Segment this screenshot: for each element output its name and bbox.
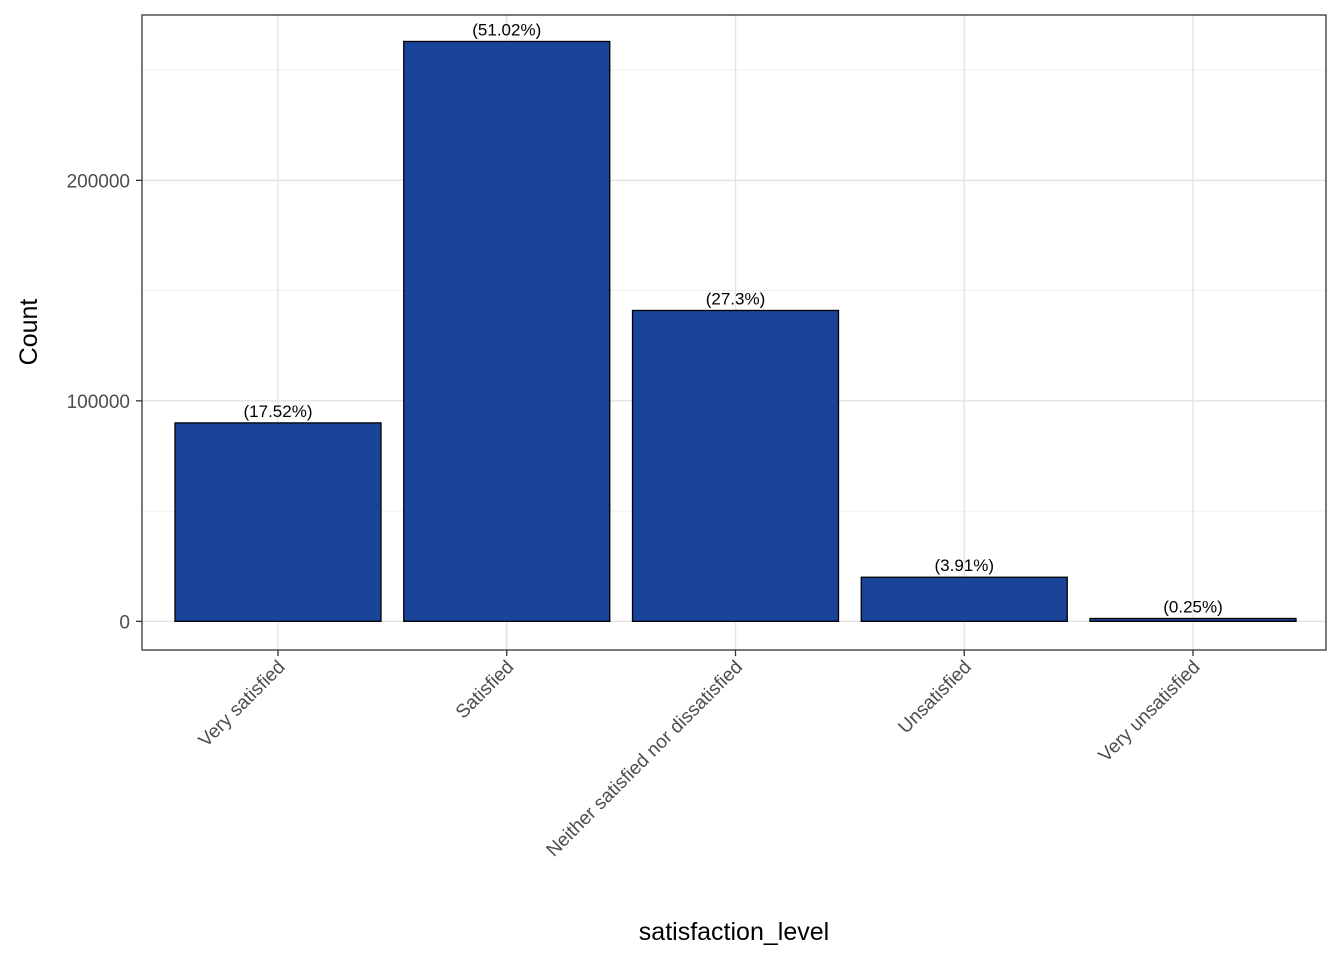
data-labels: (17.52%) (51.02%) (27.3%) (3.91%) (0.25%) (244, 20, 1223, 616)
x-tick-label: Very unsatisfied (1095, 657, 1205, 767)
bar-data-label: (51.02%) (472, 20, 541, 39)
x-tick-label: Very satisfied (195, 657, 290, 752)
x-tick-label: Neither satisfied nor dissatisfied (543, 657, 748, 862)
bar-data-label: (3.91%) (934, 556, 994, 575)
y-tick-label: 200000 (67, 171, 130, 192)
bar (174, 422, 382, 622)
bar (631, 309, 840, 622)
bar-data-label: (27.3%) (706, 289, 766, 308)
bar (860, 576, 1068, 622)
bar-data-label: (17.52%) (244, 402, 313, 421)
bar (1089, 617, 1297, 622)
x-axis-title: satisfaction_level (639, 918, 829, 946)
y-axis-title: Count (15, 299, 43, 366)
bar (403, 40, 611, 622)
y-tick-label: 0 (119, 612, 130, 633)
x-tick-label: Satisfied (452, 657, 518, 723)
y-axis: 0 100000 200000 (67, 171, 142, 633)
plot-panel-border (141, 14, 1327, 651)
bars (174, 40, 1297, 622)
x-tick-label: Unsatisfied (894, 657, 975, 738)
x-axis: Very satisfied Satisfied Neither satisfied… (195, 650, 1205, 861)
y-tick-label: 100000 (67, 392, 130, 413)
bar-data-label: (0.25%) (1163, 597, 1223, 616)
